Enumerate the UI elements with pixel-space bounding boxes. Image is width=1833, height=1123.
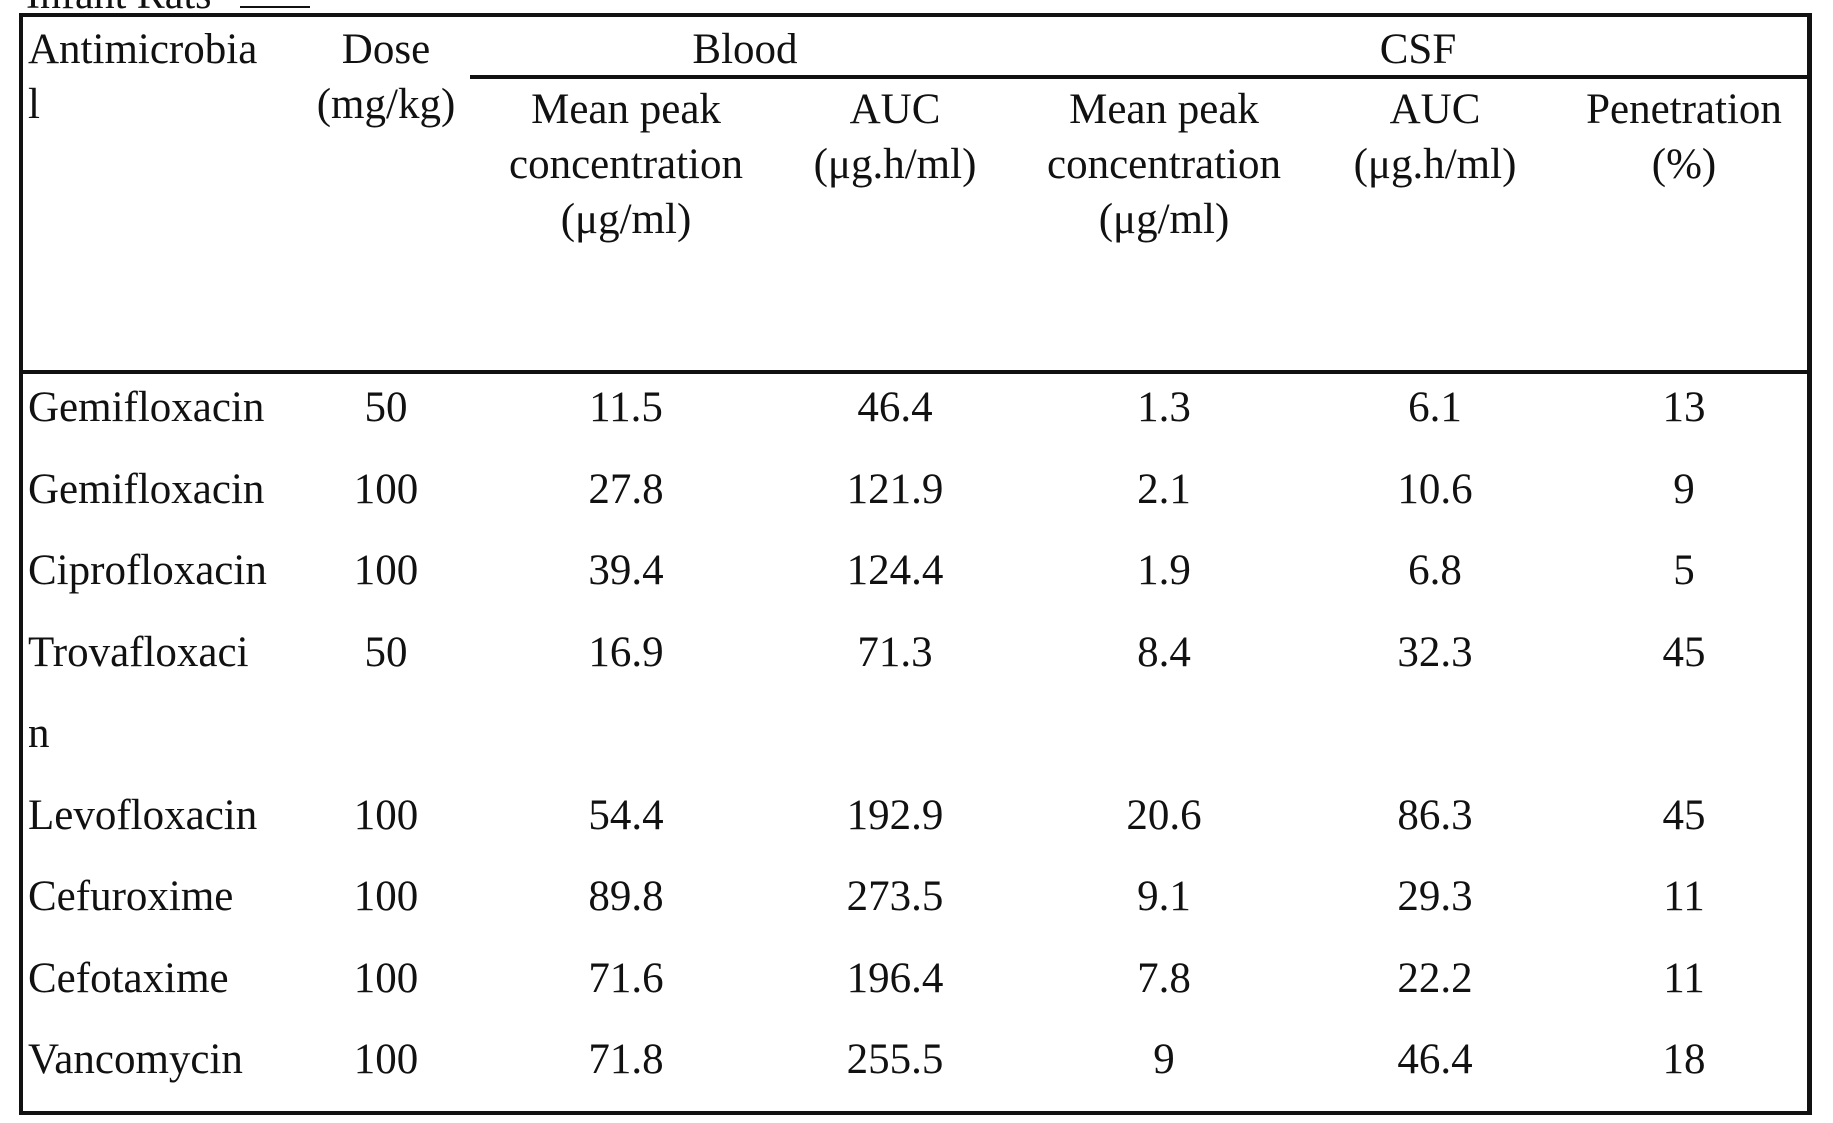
cell-blood-auc: 71.3 (857, 625, 932, 680)
cell-dose: 100 (354, 951, 419, 1006)
cell-csf-auc: 22.2 (1397, 951, 1472, 1006)
cell-csf-auc: 46.4 (1397, 1032, 1472, 1087)
cell-penetration: 11 (1663, 951, 1704, 1006)
cell-blood-peak: 11.5 (589, 380, 663, 435)
cell-antimicrobial: n (28, 706, 50, 761)
header-blood-peak-line: concentration (509, 137, 743, 192)
cell-antimicrobial: Vancomycin (28, 1032, 243, 1087)
cell-blood-peak: 39.4 (588, 543, 663, 598)
cell-blood-auc: 124.4 (847, 543, 944, 598)
cell-antimicrobial: Trovafloxaci (28, 625, 249, 680)
cell-blood-peak: 27.8 (588, 462, 663, 517)
cell-penetration: 13 (1663, 380, 1706, 435)
cell-antimicrobial: Cefotaxime (28, 951, 229, 1006)
header-csf-peak: Mean peak concentration (μg/ml) (1047, 82, 1281, 247)
header-csf-peak-line: Mean peak (1047, 82, 1281, 137)
cell-blood-auc: 255.5 (847, 1032, 944, 1087)
cell-dose: 100 (354, 788, 419, 843)
cell-csf-auc: 6.8 (1408, 543, 1462, 598)
header-dose-line: (mg/kg) (317, 77, 456, 132)
cell-blood-peak: 71.8 (588, 1032, 663, 1087)
cell-blood-peak: 71.6 (588, 951, 663, 1006)
header-csf-auc-line: AUC (1354, 82, 1517, 137)
header-csf-auc-line: (μg.h/ml) (1354, 137, 1517, 192)
cell-antimicrobial: Levofloxacin (28, 788, 257, 843)
cell-penetration: 5 (1673, 543, 1695, 598)
header-penetration: Penetration (%) (1586, 82, 1782, 192)
cell-csf-auc: 32.3 (1397, 625, 1472, 680)
cell-penetration: 18 (1663, 1032, 1706, 1087)
cell-csf-peak: 2.1 (1137, 462, 1191, 517)
cell-blood-peak: 89.8 (588, 869, 663, 924)
cell-dose: 100 (354, 462, 419, 517)
cell-csf-peak: 20.6 (1126, 788, 1201, 843)
cell-csf-peak: 1.3 (1137, 380, 1191, 435)
cell-blood-auc: 196.4 (847, 951, 944, 1006)
cell-antimicrobial: Cefuroxime (28, 869, 233, 924)
cell-antimicrobial: Gemifloxacin (28, 380, 264, 435)
caption-divider (240, 6, 310, 8)
cell-dose: 50 (365, 380, 408, 435)
header-blood-auc-line: AUC (814, 82, 977, 137)
cell-blood-auc: 46.4 (857, 380, 932, 435)
header-antimicrobial: Antimicrobia l (28, 22, 257, 132)
header-blood-auc-line: (μg.h/ml) (814, 137, 977, 192)
cell-blood-auc: 121.9 (847, 462, 944, 517)
cell-antimicrobial: Ciprofloxacin (28, 543, 267, 598)
cell-antimicrobial: Gemifloxacin (28, 462, 264, 517)
cell-dose: 50 (365, 625, 408, 680)
header-dose-line: Dose (317, 22, 456, 77)
cell-csf-peak: 8.4 (1137, 625, 1191, 680)
header-blood-group: Blood (692, 22, 797, 77)
cell-csf-peak: 9 (1153, 1032, 1175, 1087)
cell-blood-peak: 54.4 (588, 788, 663, 843)
cell-csf-peak: 1.9 (1137, 543, 1191, 598)
header-csf-group: CSF (1380, 22, 1457, 77)
header-blood-auc: AUC (μg.h/ml) (814, 82, 977, 192)
header-penetration-line: (%) (1586, 137, 1782, 192)
cell-csf-peak: 9.1 (1137, 869, 1191, 924)
cell-dose: 100 (354, 869, 419, 924)
header-csf-peak-line: (μg/ml) (1047, 192, 1281, 247)
cell-csf-peak: 7.8 (1137, 951, 1191, 1006)
header-penetration-line: Penetration (1586, 82, 1782, 137)
cell-blood-peak: 16.9 (588, 625, 663, 680)
cell-penetration: 45 (1663, 625, 1706, 680)
cell-csf-auc: 6.1 (1408, 380, 1462, 435)
header-blood-peak-line: Mean peak (509, 82, 743, 137)
cell-dose: 100 (354, 1032, 419, 1087)
cell-penetration: 9 (1673, 462, 1695, 517)
cell-blood-auc: 273.5 (847, 869, 944, 924)
cell-penetration: 45 (1663, 788, 1706, 843)
cell-penetration: 11 (1663, 869, 1704, 924)
header-csf-peak-line: concentration (1047, 137, 1281, 192)
header-blood-peak-line: (μg/ml) (509, 192, 743, 247)
header-blood-peak: Mean peak concentration (μg/ml) (509, 82, 743, 247)
header-antimicrobial-line: l (28, 77, 257, 132)
cell-dose: 100 (354, 543, 419, 598)
cell-blood-auc: 192.9 (847, 788, 944, 843)
header-body-divider (19, 370, 1812, 374)
cell-csf-auc: 86.3 (1397, 788, 1472, 843)
cell-csf-auc: 29.3 (1397, 869, 1472, 924)
header-csf-auc: AUC (μg.h/ml) (1354, 82, 1517, 192)
header-antimicrobial-line: Antimicrobia (28, 22, 257, 77)
group-header-divider (470, 75, 1812, 79)
cell-csf-auc: 10.6 (1397, 462, 1472, 517)
header-dose: Dose (mg/kg) (317, 22, 456, 132)
